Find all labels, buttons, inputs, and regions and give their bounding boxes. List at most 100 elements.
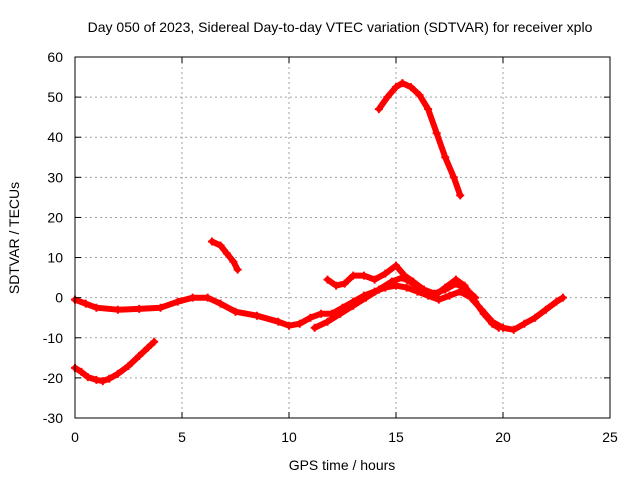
data-point — [135, 304, 144, 313]
x-tick-label: 20 — [495, 429, 511, 445]
data-point — [323, 317, 332, 326]
y-tick-label: 40 — [47, 129, 63, 145]
data-point — [392, 261, 400, 270]
x-tick-label: 5 — [178, 429, 186, 445]
data-point — [387, 277, 396, 286]
data-point — [203, 293, 212, 302]
data-point — [332, 281, 341, 290]
data-point — [419, 285, 428, 294]
data-point — [252, 311, 261, 320]
data-point — [381, 269, 390, 278]
data-point — [471, 293, 480, 302]
data-point — [434, 295, 443, 304]
data-point — [222, 249, 231, 258]
y-tick-label: 30 — [47, 169, 63, 185]
data-point — [336, 309, 345, 318]
data-point — [156, 303, 165, 312]
data-point — [216, 299, 225, 308]
data-point — [81, 299, 90, 308]
data-point — [558, 293, 567, 302]
y-tick-label: -20 — [43, 370, 63, 386]
chart-title: Day 050 of 2023, Sidereal Day-to-day VTE… — [88, 19, 593, 35]
y-tick-label: 60 — [47, 49, 63, 65]
data-point — [274, 317, 283, 326]
data-point — [92, 303, 101, 312]
data-point — [392, 83, 400, 92]
data-point — [531, 313, 540, 322]
data-point — [113, 369, 122, 378]
data-point — [432, 129, 441, 138]
data-point — [310, 323, 319, 332]
data-point — [83, 373, 92, 382]
data-point — [362, 293, 371, 302]
data-point — [424, 105, 433, 114]
data-point — [113, 305, 122, 314]
data-point — [77, 367, 86, 376]
x-tick-label: 0 — [71, 429, 79, 445]
y-tick-label: -10 — [43, 330, 63, 346]
data-point — [409, 279, 418, 288]
data-point — [349, 271, 358, 280]
data-point — [92, 375, 101, 384]
data-point — [541, 305, 550, 314]
plot-frame — [74, 56, 611, 419]
data-point — [370, 275, 379, 284]
data-point — [231, 307, 240, 316]
data-point — [479, 309, 488, 318]
data-point — [143, 343, 152, 352]
data-point — [441, 153, 450, 162]
y-tick-label: 10 — [47, 250, 63, 266]
data-point — [306, 313, 315, 322]
data-point — [406, 83, 415, 92]
y-tick-label: -30 — [43, 410, 63, 426]
data-point — [509, 325, 518, 334]
data-point — [207, 237, 216, 246]
data-point — [135, 351, 144, 360]
data-point — [494, 323, 503, 332]
data-point — [229, 257, 238, 266]
data-point — [383, 93, 392, 102]
series-layer — [71, 79, 567, 386]
data-point — [445, 291, 454, 300]
data-point — [374, 285, 383, 294]
y-tick-label: 0 — [55, 290, 63, 306]
data-point — [285, 321, 293, 330]
data-point — [462, 285, 471, 294]
x-tick-label: 15 — [388, 429, 404, 445]
data-point — [520, 319, 529, 328]
data-point — [552, 297, 561, 306]
data-point — [323, 275, 332, 284]
grid — [75, 57, 610, 418]
data-point — [188, 293, 197, 302]
data-point — [349, 301, 358, 310]
data-point — [216, 241, 225, 250]
axes: 0 5 10 15 20 25 -30 -20 -10 0 10 20 30 40 50 60 — [43, 49, 618, 445]
data-point — [430, 289, 439, 298]
y-tick-label: 20 — [47, 209, 63, 225]
x-tick-label: 10 — [281, 429, 297, 445]
data-point — [317, 309, 326, 318]
data-point — [233, 265, 242, 274]
data-point — [150, 337, 159, 346]
data-point — [173, 297, 182, 306]
data-point — [124, 361, 133, 370]
data-point — [451, 279, 460, 288]
data-point — [488, 319, 497, 328]
data-point — [359, 271, 368, 280]
x-axis-label: GPS time / hours — [289, 457, 396, 473]
data-point — [295, 319, 304, 328]
data-point — [105, 374, 114, 383]
data-point — [374, 105, 383, 114]
data-point — [98, 377, 107, 386]
x-tick-label: 25 — [602, 429, 618, 445]
y-axis-label: SDTVAR / TECUs — [6, 182, 22, 294]
data-point — [398, 79, 407, 88]
data-point — [456, 191, 465, 200]
y-tick-label: 50 — [47, 89, 63, 105]
data-point — [340, 279, 349, 288]
data-point — [402, 283, 411, 292]
series-line-arc-6 — [375, 80, 464, 199]
data-point — [449, 173, 458, 182]
data-point — [441, 285, 450, 294]
